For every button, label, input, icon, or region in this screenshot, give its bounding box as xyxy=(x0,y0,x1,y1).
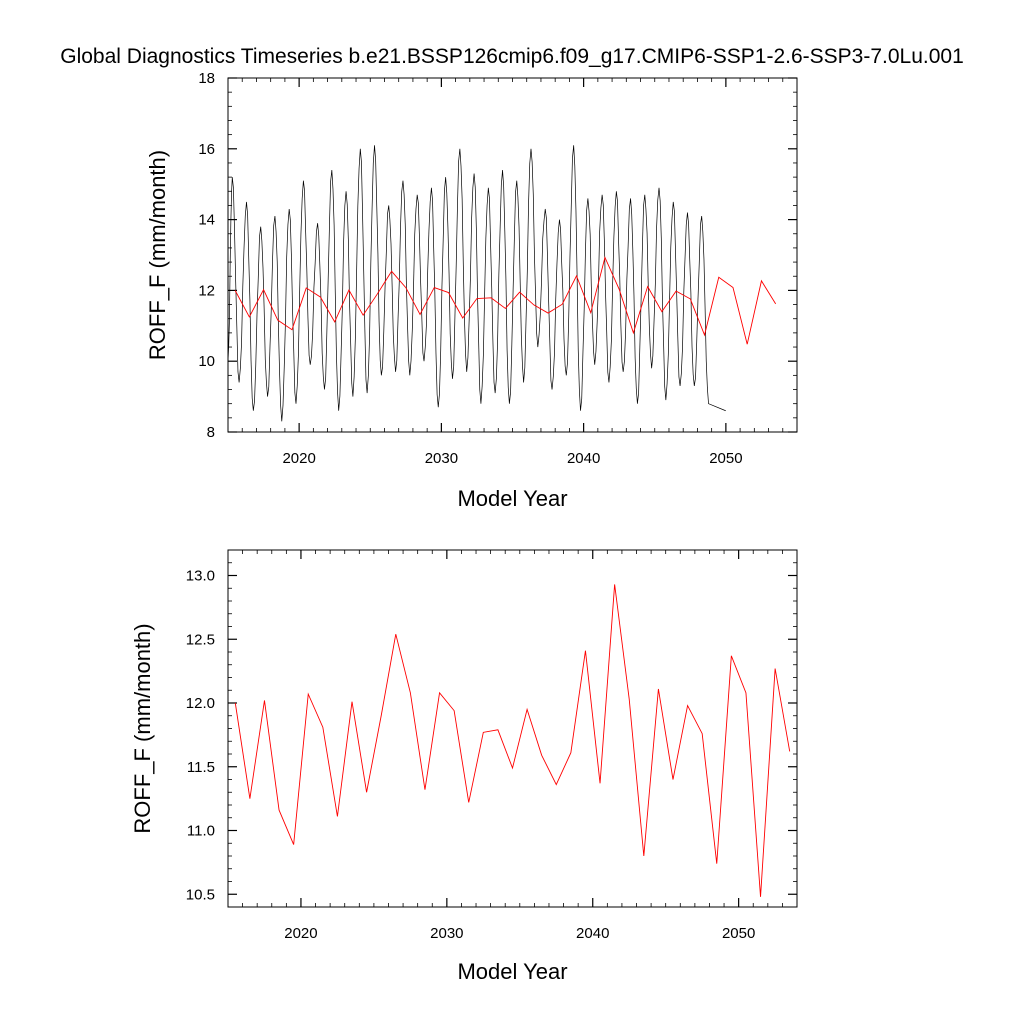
x-tick-label: 2050 xyxy=(722,925,755,942)
plot-frame xyxy=(227,77,798,433)
x-tick-label: 2040 xyxy=(567,450,600,467)
x-tick-label: 2050 xyxy=(709,450,742,467)
y-axis-label: ROFF_F (mm/month) xyxy=(130,623,155,833)
y-tick-label: 10 xyxy=(198,353,215,370)
series-line-annual xyxy=(234,256,777,345)
x-tick-label: 2040 xyxy=(576,925,609,942)
y-tick-label: 11.5 xyxy=(187,759,215,776)
x-axis-label: Model Year xyxy=(457,486,567,511)
y-tick-label: 13.0 xyxy=(186,568,215,585)
y-tick-label: 10.5 xyxy=(186,886,215,903)
y-tick-label: 18 xyxy=(198,70,215,87)
plot-frame xyxy=(227,549,798,908)
x-axis-label: Model Year xyxy=(457,959,567,984)
bottom-panel: 2020 2030 2040 2050 10.5 11.0 11.5 12.0 12.5 13.0… xyxy=(130,549,798,984)
y-tick-label: 12 xyxy=(198,282,215,299)
x-tick-label: 2020 xyxy=(284,925,317,942)
x-tick-label: 2030 xyxy=(430,925,463,942)
series-line-annual xyxy=(234,584,791,897)
y-tick-label: 8 xyxy=(207,424,215,441)
y-tick-label: 12.0 xyxy=(186,695,215,712)
y-tick-label: 16 xyxy=(198,141,215,158)
y-axis-label: ROFF_F (mm/month) xyxy=(145,150,170,360)
y-tick-label: 11.0 xyxy=(187,823,215,840)
top-panel: 2020 2030 2040 2050 8 10 12 14 16 18 Model Year ROF… xyxy=(145,70,798,511)
x-tick-label: 2030 xyxy=(425,450,458,467)
series-line-monthly xyxy=(228,145,726,422)
y-tick-label: 12.5 xyxy=(186,631,215,648)
y-tick-label: 14 xyxy=(198,212,215,229)
chart-title: Global Diagnostics Timeseries b.e21.BSSP… xyxy=(60,45,964,68)
x-tick-label: 2020 xyxy=(282,450,315,467)
